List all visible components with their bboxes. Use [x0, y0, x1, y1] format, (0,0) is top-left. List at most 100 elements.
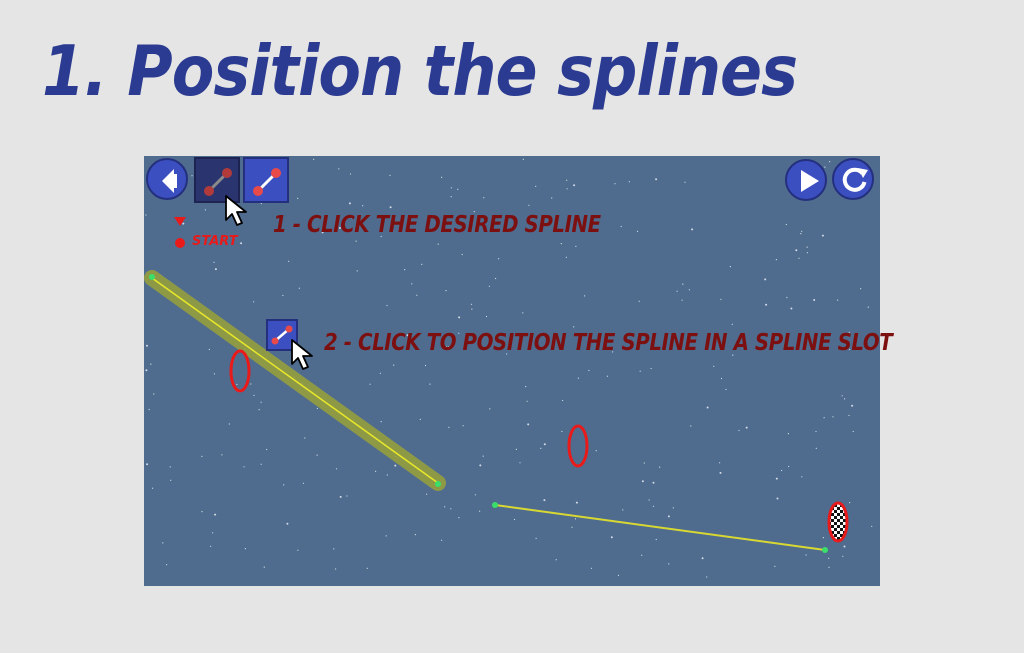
restart-button[interactable]	[832, 158, 874, 200]
star	[258, 409, 260, 411]
star	[182, 222, 185, 225]
star	[584, 295, 586, 297]
star	[448, 346, 450, 348]
back-arrow-icon	[162, 169, 177, 193]
star	[690, 425, 692, 427]
star	[349, 173, 352, 175]
star	[566, 188, 568, 190]
star	[588, 369, 590, 372]
star	[470, 303, 473, 305]
star	[351, 217, 353, 219]
start-dot-icon	[175, 238, 185, 248]
star	[648, 499, 650, 501]
spline-tool-1-button[interactable]	[194, 157, 240, 203]
star	[210, 545, 212, 547]
star	[668, 563, 670, 565]
star	[851, 404, 854, 407]
star	[375, 470, 377, 472]
spline-tool-2-button[interactable]	[243, 157, 289, 203]
star	[732, 354, 734, 356]
star	[404, 269, 406, 271]
star	[841, 395, 843, 397]
star	[250, 383, 252, 385]
star	[389, 174, 391, 176]
instruction-step-1: 1 - click the desired spline	[273, 212, 601, 238]
star	[348, 202, 351, 205]
star	[406, 334, 409, 337]
start-arrow-icon	[174, 217, 186, 226]
star	[566, 179, 568, 181]
spline-slot-lower[interactable]	[492, 502, 828, 553]
star	[208, 348, 210, 351]
spline-segment-icon	[253, 168, 281, 196]
star	[849, 348, 851, 351]
play-button[interactable]	[785, 159, 827, 201]
star	[706, 576, 708, 578]
star	[302, 482, 305, 484]
star	[260, 202, 262, 205]
star	[416, 294, 418, 296]
star	[446, 346, 448, 348]
star	[713, 365, 715, 367]
star	[787, 433, 790, 435]
star	[555, 559, 557, 561]
star	[450, 187, 452, 189]
star	[842, 555, 844, 557]
star	[745, 426, 748, 429]
star	[828, 566, 830, 568]
star	[652, 481, 655, 484]
star	[801, 230, 803, 232]
star	[848, 414, 850, 417]
star	[316, 454, 318, 456]
star	[243, 466, 245, 468]
star	[362, 205, 364, 207]
star	[461, 253, 463, 256]
star	[485, 315, 488, 318]
star	[843, 545, 846, 548]
back-button[interactable]	[146, 158, 188, 200]
star	[426, 493, 428, 495]
star	[471, 308, 473, 310]
star	[482, 455, 484, 457]
star	[513, 518, 516, 521]
star	[590, 567, 593, 569]
star	[474, 494, 476, 496]
star	[639, 370, 641, 372]
star	[441, 539, 443, 541]
star	[577, 377, 579, 379]
game-stage[interactable]: START 1 - click the desired spline 2 - c…	[144, 156, 893, 586]
star	[823, 417, 825, 419]
star	[540, 447, 542, 449]
spline-segment-icon	[204, 168, 232, 196]
play-icon	[801, 170, 819, 192]
star	[201, 511, 203, 513]
star	[411, 283, 413, 285]
star	[385, 535, 387, 537]
star	[844, 398, 846, 400]
star	[298, 287, 300, 289]
star	[297, 197, 299, 199]
star	[622, 509, 624, 511]
star	[786, 296, 788, 299]
star	[824, 166, 826, 168]
star	[321, 231, 324, 234]
star	[655, 538, 657, 541]
star	[522, 312, 524, 314]
star	[526, 400, 528, 402]
star	[643, 462, 645, 464]
star	[444, 506, 446, 508]
star	[573, 326, 575, 328]
star	[525, 386, 527, 388]
star	[498, 258, 500, 260]
star	[445, 290, 447, 292]
restart-icon	[842, 167, 868, 192]
star	[706, 406, 709, 409]
star	[389, 206, 392, 209]
star	[213, 261, 215, 263]
spline-slot-upper[interactable]	[144, 270, 446, 491]
star	[195, 239, 197, 241]
star	[560, 230, 562, 232]
star	[701, 557, 704, 560]
star	[571, 526, 573, 528]
star	[790, 307, 793, 310]
